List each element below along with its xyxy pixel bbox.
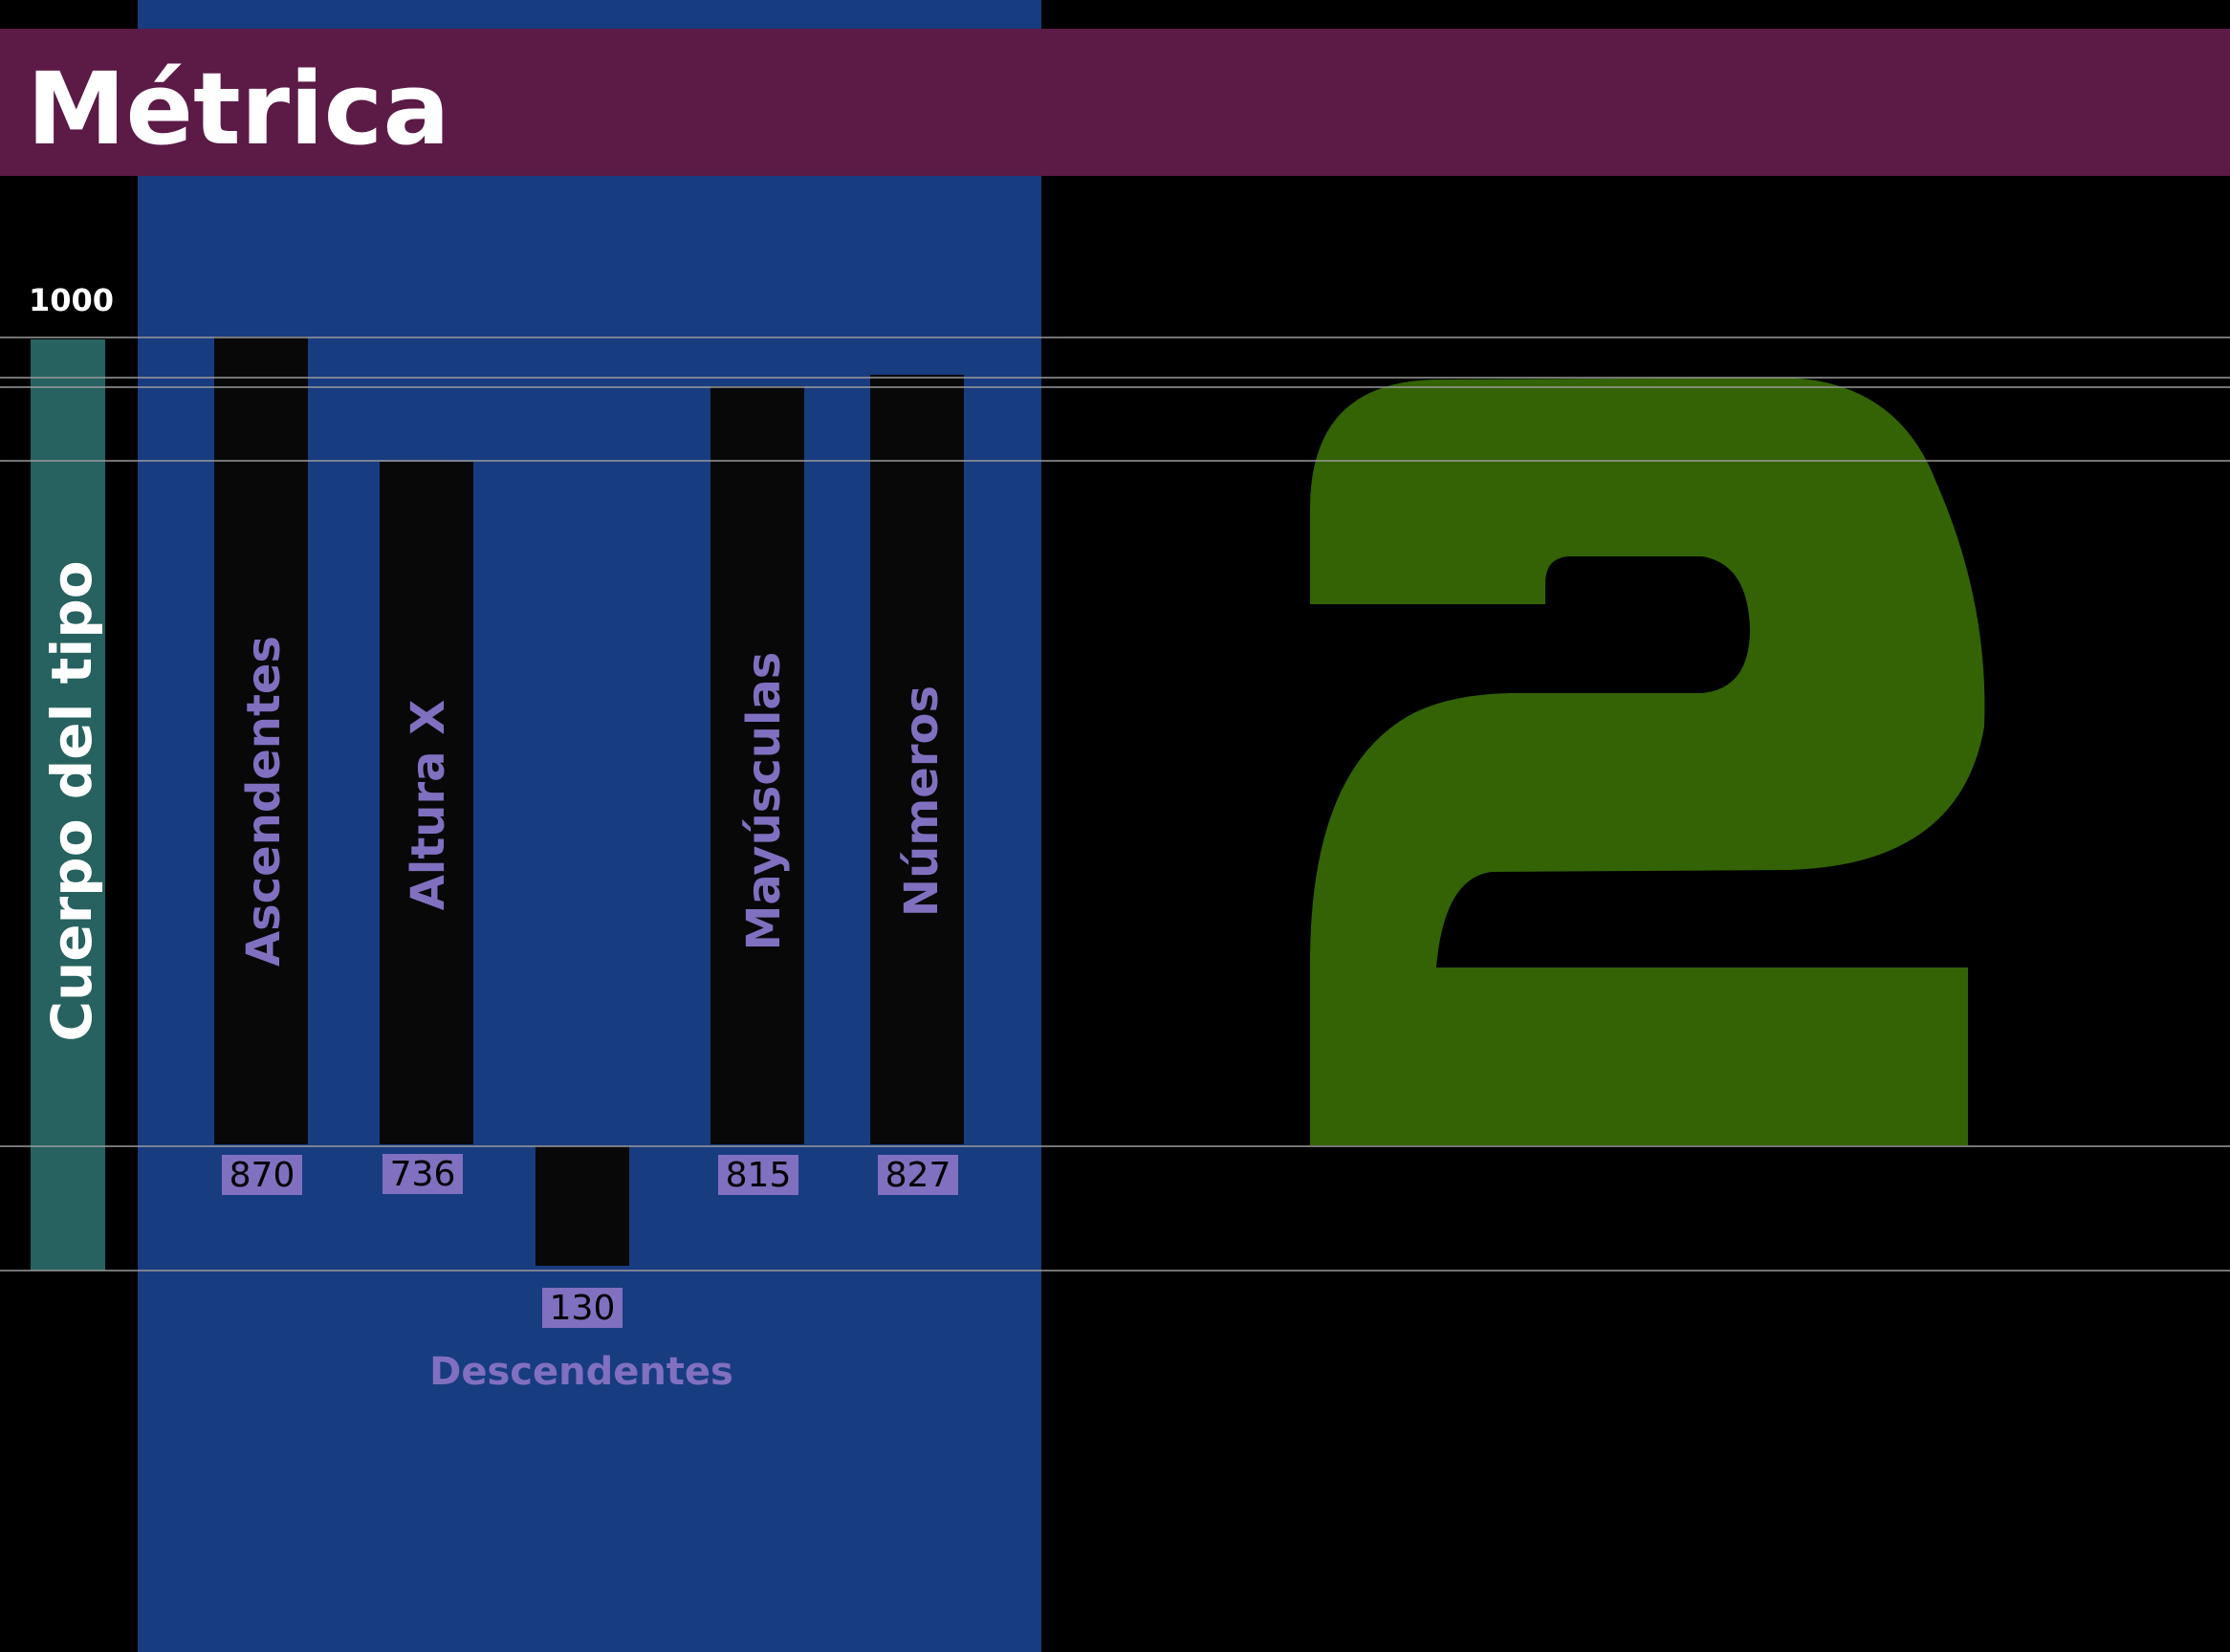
value-box-x-height: 736	[383, 1154, 463, 1194]
value-box-numbers: 827	[878, 1155, 958, 1195]
bar-caps	[711, 386, 804, 1144]
bar-x-height	[380, 462, 473, 1144]
em-label: 1000	[29, 282, 114, 318]
value-caps: 815	[726, 1156, 792, 1195]
value-descenders: 130	[550, 1289, 616, 1328]
value-numbers: 827	[885, 1156, 951, 1195]
page-title: Métrica	[27, 51, 450, 167]
label-x-height: Altura X	[402, 700, 455, 911]
body-bar	[31, 339, 105, 1271]
value-x-height: 736	[390, 1155, 456, 1194]
value-box-descenders: 130	[542, 1288, 623, 1328]
bar-ascenders	[214, 337, 308, 1144]
value-box-ascenders: 870	[222, 1155, 302, 1195]
label-descenders: Descendentes	[429, 1350, 733, 1394]
sample-glyph-two	[1310, 378, 1985, 1145]
title-bar	[0, 29, 2230, 176]
value-ascenders: 870	[230, 1156, 295, 1195]
value-box-caps: 815	[718, 1155, 798, 1195]
bar-descenders	[536, 1146, 629, 1266]
label-numbers: Números	[895, 685, 949, 917]
body-label: Cuerpo del tipo	[39, 560, 104, 1041]
bar-numbers	[870, 375, 964, 1144]
label-ascenders: Ascendentes	[237, 636, 291, 967]
label-caps: Mayúsculas	[737, 652, 791, 951]
